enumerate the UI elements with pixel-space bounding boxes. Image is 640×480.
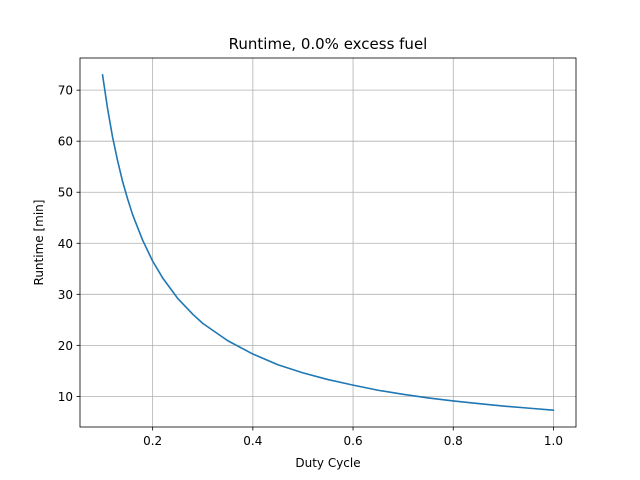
y-tick-label: 20 [58,339,73,353]
x-tick-label: 0.6 [344,434,363,448]
y-tick-label: 50 [58,186,73,200]
x-axis-ticks: 0.2 0.4 0.6 0.8 1.0 [143,427,563,448]
x-tick-label: 0.2 [143,434,162,448]
y-tick-label: 10 [58,390,73,404]
y-axis-ticks: 10 20 30 40 50 60 70 [58,84,80,404]
y-tick-label: 40 [58,237,73,251]
grid-lines [80,58,576,427]
x-tick-label: 1.0 [544,434,563,448]
chart-title: Runtime, 0.0% excess fuel [229,35,428,53]
x-axis-label: Duty Cycle [295,456,360,470]
x-tick-label: 0.8 [444,434,463,448]
y-tick-label: 60 [58,135,73,149]
y-tick-label: 30 [58,288,73,302]
plot-frame [79,57,577,428]
runtime-series-line [101,74,555,411]
y-tick-label: 70 [58,84,73,98]
x-tick-label: 0.4 [243,434,262,448]
y-axis-label: Runtime [min] [32,200,46,286]
series-layer [101,74,555,411]
